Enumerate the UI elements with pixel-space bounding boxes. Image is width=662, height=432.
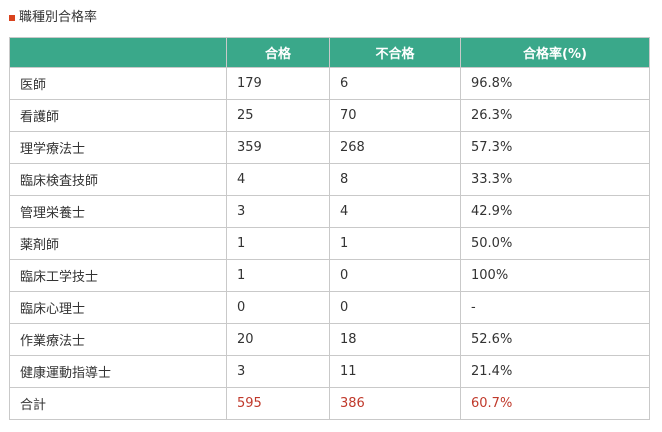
pass-rate-cell: 21.4% [460,355,650,388]
fail-count-cell: 70 [329,99,461,132]
header-occupation [9,37,227,68]
table-row: 管理栄養士 3 4 42.9% [9,195,650,228]
occupation-cell: 看護師 [9,99,227,132]
table-row: 臨床心理士 0 0 - [9,291,650,324]
table-row: 臨床工学技士 1 0 100% [9,259,650,292]
occupation-cell: 薬剤師 [9,227,227,260]
header-fail: 不合格 [329,37,461,68]
occupation-cell: 健康運動指導士 [9,355,227,388]
table-row: 看護師 25 70 26.3% [9,99,650,132]
pass-rate-cell: 60.7% [460,387,650,420]
table-row: 臨床検査技師 4 8 33.3% [9,163,650,196]
table-row: 医師 179 6 96.8% [9,67,650,100]
fail-count-cell: 268 [329,131,461,164]
pass-rate-cell: 100% [460,259,650,292]
fail-count-cell: 0 [329,259,461,292]
occupation-cell: 管理栄養士 [9,195,227,228]
header-pass: 合格 [226,37,330,68]
table-total-row: 合計 595 386 60.7% [9,387,650,420]
pass-count-cell: 3 [226,355,330,388]
occupation-cell: 作業療法士 [9,323,227,356]
section-heading: 職種別合格率 [9,10,97,26]
pass-count-cell: 179 [226,67,330,100]
pass-count-cell: 20 [226,323,330,356]
table-row: 理学療法士 359 268 57.3% [9,131,650,164]
table-row: 健康運動指導士 3 11 21.4% [9,355,650,388]
fail-count-cell: 18 [329,323,461,356]
pass-rate-cell: 42.9% [460,195,650,228]
fail-count-cell: 8 [329,163,461,196]
pass-count-cell: 1 [226,259,330,292]
pass-count-cell: 3 [226,195,330,228]
table-row: 作業療法士 20 18 52.6% [9,323,650,356]
pass-rate-cell: 33.3% [460,163,650,196]
pass-rate-cell: 57.3% [460,131,650,164]
table-row: 薬剤師 1 1 50.0% [9,227,650,260]
pass-rate-cell: 50.0% [460,227,650,260]
pass-rate-cell: 26.3% [460,99,650,132]
occupation-cell: 理学療法士 [9,131,227,164]
pass-rate-cell: 96.8% [460,67,650,100]
pass-count-cell: 595 [226,387,330,420]
pass-count-cell: 25 [226,99,330,132]
fail-count-cell: 4 [329,195,461,228]
occupation-cell: 臨床工学技士 [9,259,227,292]
table-header-row: 合格 不合格 合格率(%) [9,37,650,68]
fail-count-cell: 6 [329,67,461,100]
header-rate: 合格率(%) [460,37,650,68]
fail-count-cell: 1 [329,227,461,260]
pass-count-cell: 1 [226,227,330,260]
pass-rate-cell: 52.6% [460,323,650,356]
occupation-cell: 合計 [9,387,227,420]
occupation-cell: 臨床心理士 [9,291,227,324]
occupation-cell: 臨床検査技師 [9,163,227,196]
fail-count-cell: 0 [329,291,461,324]
pass-rate-table: 合格 不合格 合格率(%) 医師 179 6 96.8% 看護師 25 70 26.3% 理学療… [9,37,650,420]
pass-count-cell: 4 [226,163,330,196]
section-title: 職種別合格率 [19,10,98,25]
pass-rate-cell: - [460,291,650,324]
occupation-cell: 医師 [9,67,227,100]
pass-count-cell: 0 [226,291,330,324]
fail-count-cell: 11 [329,355,461,388]
pass-count-cell: 359 [226,131,330,164]
square-bullet-icon [9,15,15,21]
fail-count-cell: 386 [329,387,461,420]
